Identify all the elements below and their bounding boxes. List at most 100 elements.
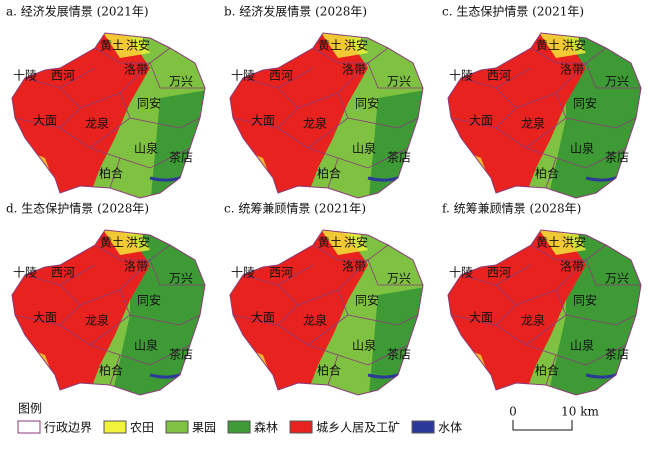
scale-bar: 0 10 km <box>509 405 599 431</box>
legend-swatch <box>289 420 313 434</box>
place-label: 同安 <box>573 293 597 308</box>
place-label: 黄土 <box>318 236 342 250</box>
place-label: 十陵 <box>449 69 473 83</box>
place-label: 同安 <box>137 293 161 308</box>
place-label: 山泉 <box>570 339 594 353</box>
district-boundary <box>495 259 587 306</box>
place-label: 柏合 <box>99 166 123 181</box>
place-label: 黄土 <box>318 39 342 53</box>
place-label: 洛带 <box>342 259 366 274</box>
district-boundary <box>277 259 369 306</box>
district-boundary <box>94 244 171 261</box>
place-label: 大面 <box>251 311 275 325</box>
admin-outline <box>11 32 206 199</box>
legend-label: 农田 <box>130 421 154 435</box>
place-label: 茶店 <box>169 150 193 165</box>
district-boundary <box>585 259 641 286</box>
place-label: 柏合 <box>99 363 123 378</box>
place-label: 同安 <box>573 96 597 111</box>
place-label: 西河 <box>487 69 511 83</box>
place-label: 黄土 <box>536 39 560 53</box>
panel-title: c. 统筹兼顾情景 (2021年) <box>224 202 366 216</box>
admin-outline <box>447 229 642 396</box>
place-label: 洪安 <box>562 38 586 53</box>
district-boundary <box>94 47 171 64</box>
place-label: 山泉 <box>570 142 594 156</box>
admin-outline <box>229 229 424 396</box>
place-label: 洛带 <box>560 259 584 274</box>
district-boundary <box>337 92 419 129</box>
legend-title: 图例 <box>18 402 42 416</box>
place-label: 柏合 <box>317 363 341 378</box>
district-boundary <box>89 344 191 366</box>
place-label: 茶店 <box>387 347 411 362</box>
place-label: 洛带 <box>342 62 366 77</box>
place-label: 十陵 <box>13 266 37 280</box>
place-label: 同安 <box>137 96 161 111</box>
place-label: 洪安 <box>126 235 150 250</box>
district-boundary <box>149 62 205 89</box>
district-boundary <box>109 157 121 189</box>
place-label: 洛带 <box>124 259 148 274</box>
legend-swatch <box>227 420 251 434</box>
place-label: 龙泉 <box>521 314 545 328</box>
place-label: 龙泉 <box>303 314 327 328</box>
district-boundary <box>312 47 389 64</box>
legend-swatch <box>17 420 41 434</box>
place-label: 龙泉 <box>521 117 545 131</box>
place-label: 山泉 <box>134 339 158 353</box>
admin-outline <box>11 229 206 396</box>
district-boundary <box>307 344 409 366</box>
place-label: 十陵 <box>231 266 255 280</box>
place-label: 大面 <box>251 114 275 128</box>
place-label: 黄土 <box>536 236 560 250</box>
place-label: 黄土 <box>100 39 124 53</box>
place-label: 十陵 <box>231 69 255 83</box>
district-boundary <box>545 354 557 386</box>
legend-swatch <box>411 420 435 434</box>
district-boundary <box>327 157 339 189</box>
place-label: 山泉 <box>134 142 158 156</box>
place-label: 同安 <box>355 96 379 111</box>
place-label: 大面 <box>33 311 57 325</box>
place-label: 万兴 <box>605 75 629 89</box>
district-boundary <box>555 92 637 129</box>
scale-start: 0 <box>509 405 517 419</box>
place-label: 山泉 <box>352 142 376 156</box>
place-label: 西河 <box>51 69 75 83</box>
district-boundary <box>525 147 627 169</box>
district-boundary <box>89 147 191 169</box>
legend-swatch <box>103 420 127 434</box>
place-label: 洪安 <box>344 235 368 250</box>
legend-label: 水体 <box>438 421 462 435</box>
place-label: 黄土 <box>100 236 124 250</box>
place-label: 十陵 <box>13 69 37 83</box>
place-label: 万兴 <box>387 75 411 89</box>
place-label: 西河 <box>487 266 511 280</box>
district-boundary <box>337 289 419 326</box>
district-boundary <box>495 62 587 109</box>
legend-swatch <box>165 420 189 434</box>
place-label: 西河 <box>269 69 293 83</box>
place-label: 茶店 <box>605 150 629 165</box>
district-boundary <box>277 62 369 109</box>
district-boundary <box>585 62 641 89</box>
district-boundary <box>545 157 557 189</box>
place-label: 大面 <box>469 114 493 128</box>
place-label: 柏合 <box>317 166 341 181</box>
legend-label: 城乡人居及工矿 <box>316 421 400 435</box>
place-label: 茶店 <box>387 150 411 165</box>
place-label: 万兴 <box>387 272 411 286</box>
district-boundary <box>525 344 627 366</box>
place-label: 十陵 <box>449 266 473 280</box>
place-label: 洛带 <box>560 62 584 77</box>
place-label: 洪安 <box>344 38 368 53</box>
place-label: 西河 <box>51 266 75 280</box>
place-label: 大面 <box>33 114 57 128</box>
place-label: 茶店 <box>605 347 629 362</box>
panel-title: a. 经济发展情景 (2021年) <box>6 4 149 19</box>
panel-title: f. 统筹兼顾情景 (2028年) <box>442 202 581 216</box>
legend-label: 森林 <box>254 420 278 435</box>
place-label: 山泉 <box>352 339 376 353</box>
